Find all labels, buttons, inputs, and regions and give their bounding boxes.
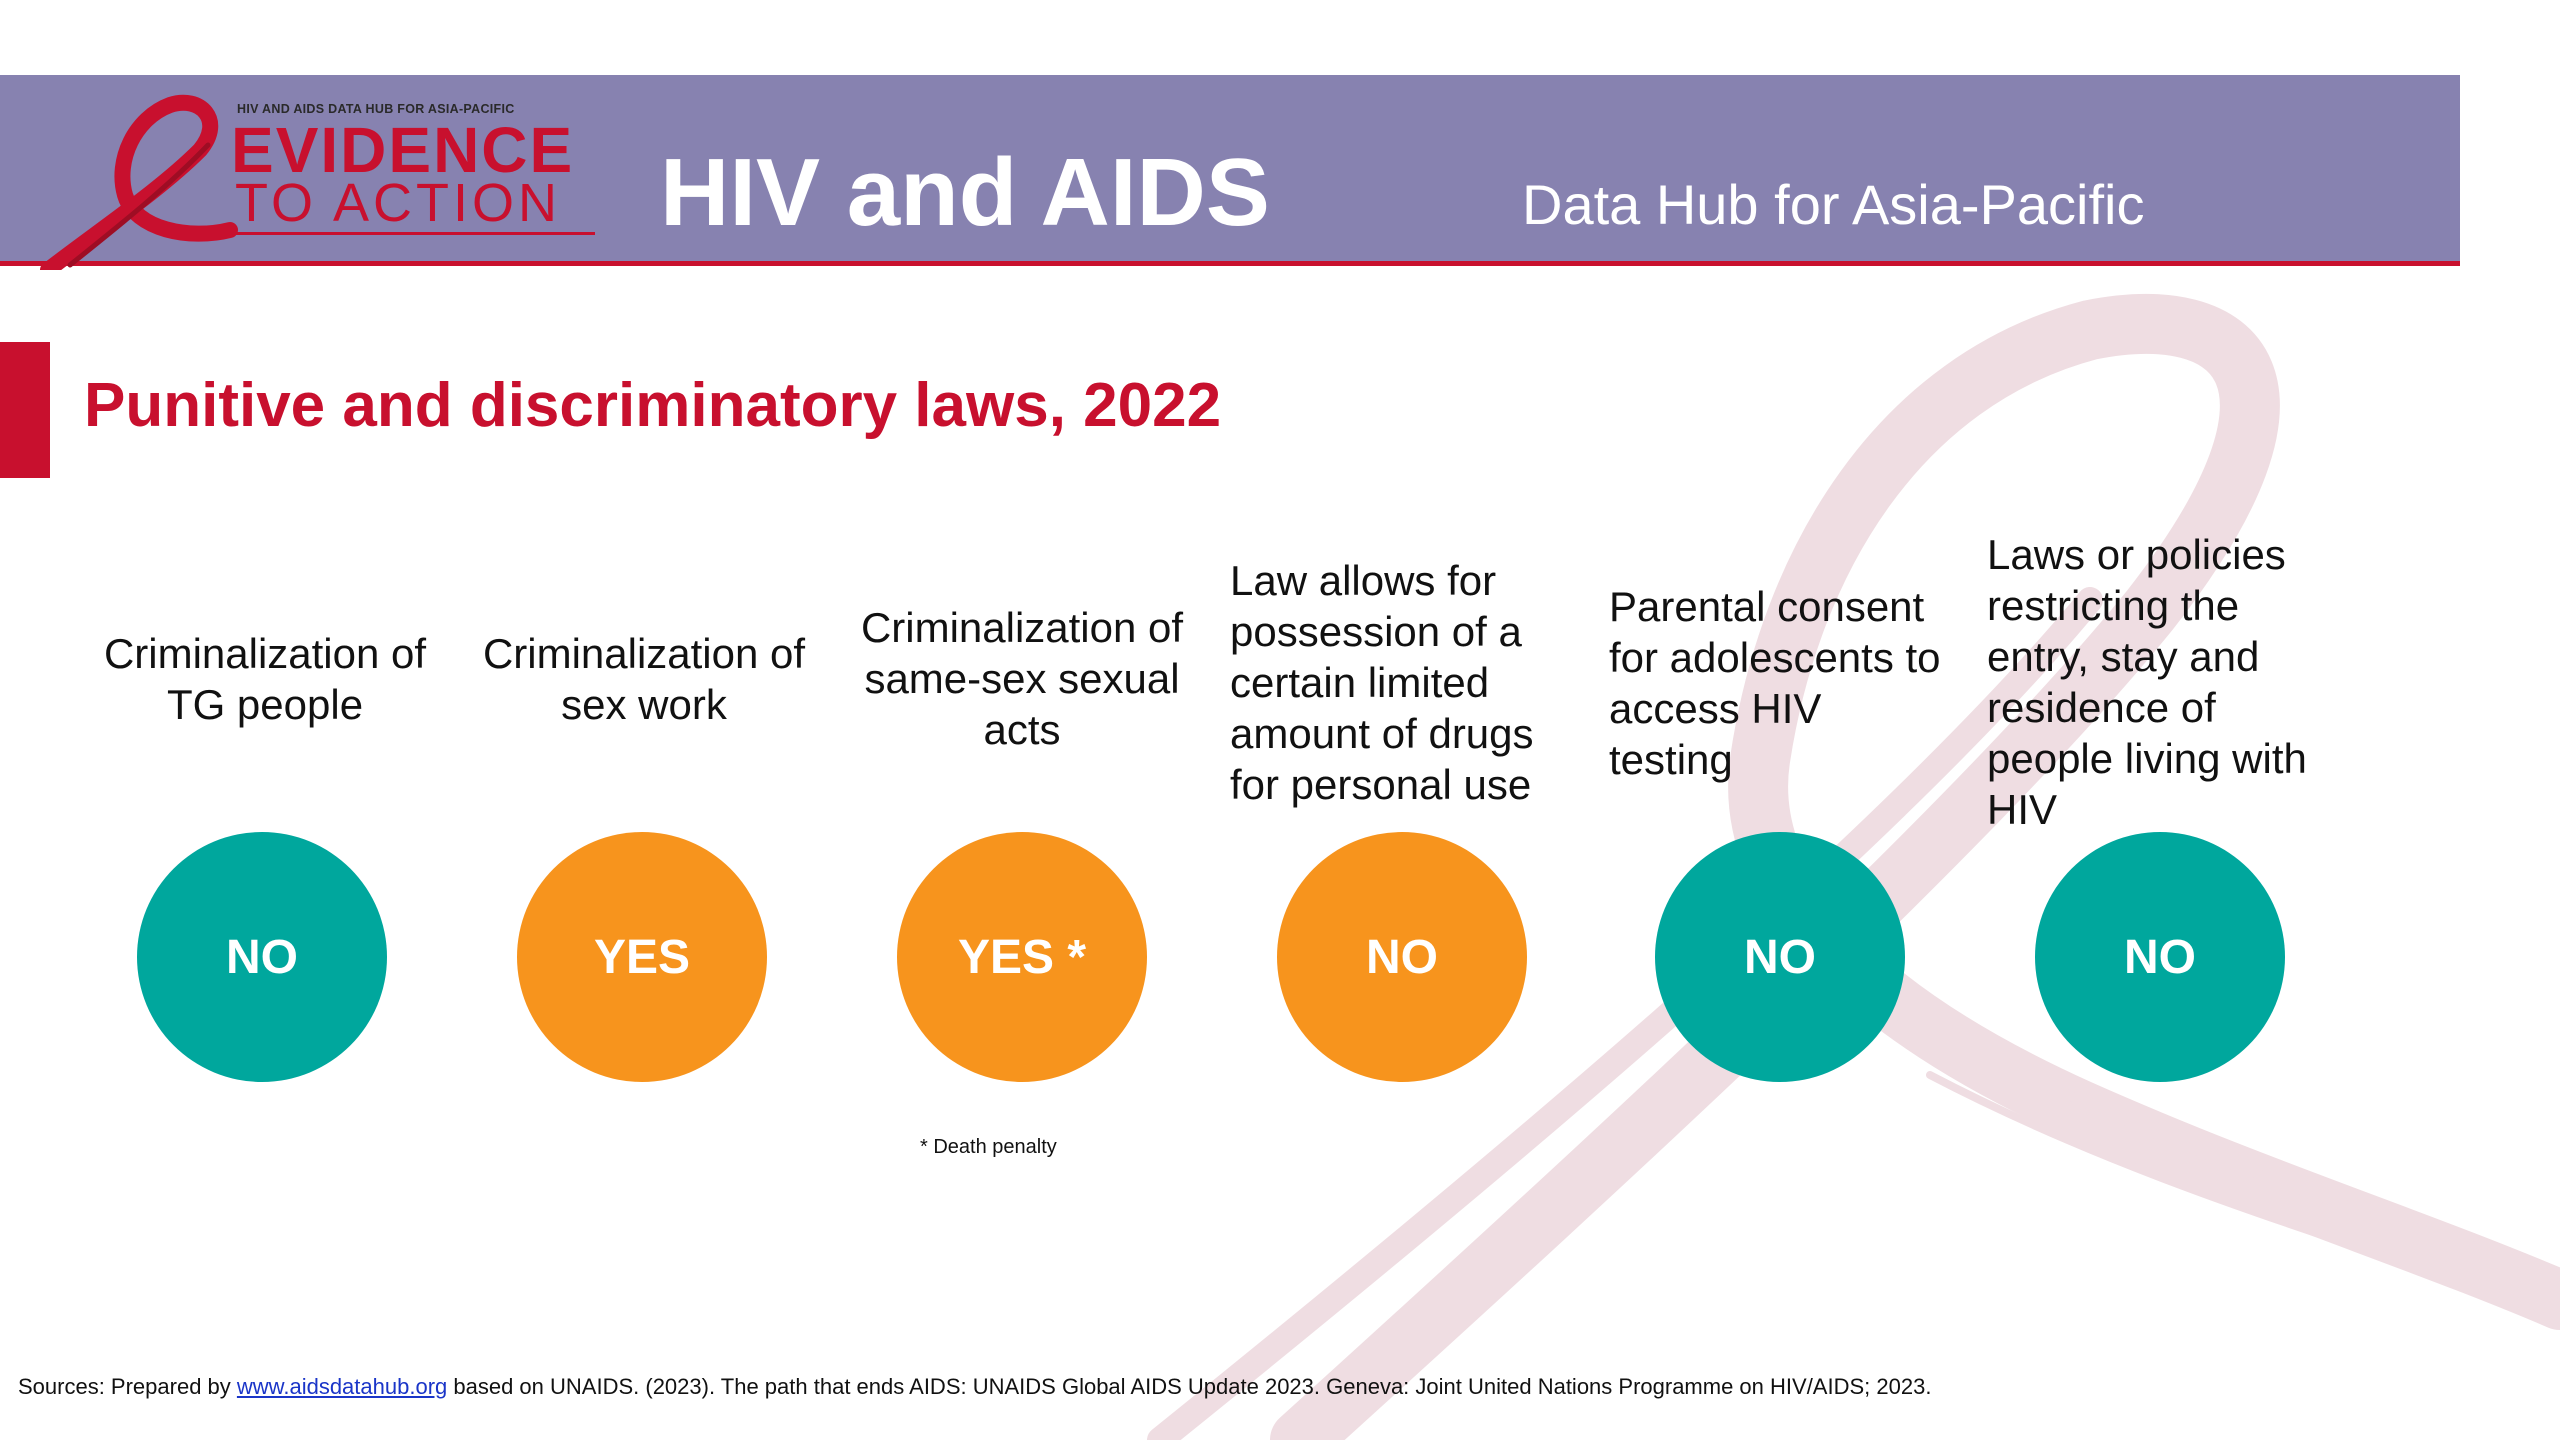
logo-to-action-text: TO ACTION: [235, 173, 562, 233]
evidence-to-action-logo: HIV AND AIDS DATA HUB FOR ASIA-PACIFIC E…: [40, 90, 600, 270]
indicator-parental-consent: Parental consent for adolescents to acce…: [1609, 500, 1954, 785]
indicator-status-circle: YES: [517, 832, 767, 1082]
indicator-criminalization-same-sex: Criminalization of same-sex sexual acts: [852, 500, 1192, 755]
title-accent-bar: [0, 342, 50, 478]
indicator-label: Criminalization of TG people: [103, 630, 427, 728]
indicator-label: Parental consent for adolescents to acce…: [1609, 583, 1941, 783]
indicator-status-text: NO: [1366, 930, 1438, 984]
logo-tagline: HIV AND AIDS DATA HUB FOR ASIA-PACIFIC: [237, 102, 515, 116]
death-penalty-footnote: * Death penalty: [920, 1136, 1057, 1158]
header-title: HIV and AIDS: [660, 139, 1270, 246]
indicator-status-text: NO: [226, 930, 298, 984]
indicator-drug-possession-law: Law allows for possession of a certain l…: [1230, 500, 1560, 810]
indicator-criminalization-sex-work: Criminalization of sex work: [474, 500, 814, 730]
logo-evidence-text: EVIDENCE: [231, 114, 575, 186]
sources-prefix: Sources: Prepared by: [18, 1374, 237, 1399]
indicator-status-circle: NO: [1655, 832, 1905, 1082]
page-title: Punitive and discriminatory laws, 2022: [84, 371, 1222, 440]
logo-underline: [235, 232, 595, 235]
indicator-status-circle: NO: [137, 832, 387, 1082]
indicator-status-circle: NO: [1277, 832, 1527, 1082]
indicator-label: Criminalization of sex work: [482, 630, 806, 728]
aidsdatahub-link[interactable]: www.aidsdatahub.org: [236, 1374, 448, 1399]
indicator-label: Criminalization of same-sex sexual acts: [860, 604, 1184, 753]
indicator-label: Laws or policies restricting the entry, …: [1987, 531, 2307, 833]
indicator-status-text: NO: [1744, 930, 1816, 984]
indicator-travel-restrictions: Laws or policies restricting the entry, …: [1987, 500, 2332, 835]
sources-suffix: based on UNAIDS. (2023). The path that e…: [447, 1374, 1932, 1399]
indicator-status-circle: YES *: [897, 832, 1147, 1082]
header-subtitle: Data Hub for Asia-Pacific: [1522, 173, 2145, 236]
indicator-label: Law allows for possession of a certain l…: [1230, 557, 1534, 808]
indicator-status-text: YES *: [957, 930, 1087, 984]
indicator-status-text: NO: [2124, 930, 2196, 984]
indicator-status-circle: NO: [2035, 832, 2285, 1082]
sources-citation: Sources: Prepared by www.aidsdatahub.org…: [18, 1374, 1931, 1400]
red-ribbon-icon: [40, 94, 238, 270]
indicator-criminalization-tg: Criminalization of TG people: [95, 500, 435, 730]
indicator-status-text: YES: [593, 930, 691, 984]
